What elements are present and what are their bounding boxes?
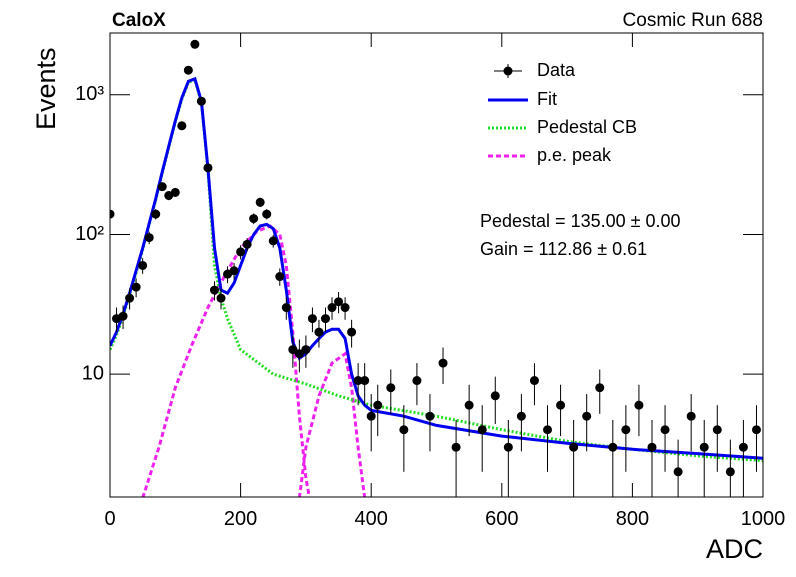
data-point bbox=[216, 293, 226, 303]
legend-label: Fit bbox=[537, 89, 557, 109]
y-tick-label: 10 bbox=[82, 362, 104, 384]
data-point bbox=[699, 442, 709, 452]
data-point bbox=[320, 314, 330, 324]
data-point bbox=[151, 209, 161, 219]
data-point bbox=[353, 376, 363, 386]
data-point bbox=[425, 411, 435, 421]
annotation: Pedestal = 135.00 ± 0.00 bbox=[480, 211, 681, 231]
data-point bbox=[647, 442, 657, 452]
data-point bbox=[196, 96, 206, 106]
plot-area bbox=[110, 39, 763, 497]
data-point bbox=[582, 411, 592, 421]
data-point bbox=[281, 303, 291, 313]
data-point bbox=[144, 233, 154, 243]
x-axis-label: ADC bbox=[706, 534, 763, 564]
legend-label: p.e. peak bbox=[537, 145, 612, 165]
data-point bbox=[608, 442, 618, 452]
x-tick-label: 800 bbox=[616, 508, 649, 530]
data-point bbox=[516, 411, 526, 421]
data-point bbox=[451, 442, 461, 452]
data-point bbox=[399, 425, 409, 435]
data-point bbox=[177, 121, 187, 131]
data-point bbox=[209, 285, 219, 295]
data-point bbox=[347, 327, 357, 337]
x-tick-label: 200 bbox=[224, 508, 257, 530]
data-point bbox=[242, 239, 252, 249]
data-point bbox=[673, 467, 683, 477]
data-point bbox=[190, 39, 200, 49]
data-point bbox=[203, 163, 213, 173]
y-tick-label: 10³ bbox=[75, 83, 104, 105]
data-point bbox=[183, 65, 193, 75]
data-point bbox=[556, 400, 566, 410]
legend: Data Fit Pedestal CB p.e. peak bbox=[488, 60, 637, 165]
data-point bbox=[366, 411, 376, 421]
legend-label: Pedestal CB bbox=[537, 117, 637, 137]
legend-label: Data bbox=[537, 60, 576, 80]
fit-curve bbox=[110, 76, 763, 460]
data-point bbox=[412, 376, 422, 386]
data-point bbox=[118, 311, 128, 321]
chart-subtitle: Cosmic Run 688 bbox=[623, 10, 763, 31]
data-point bbox=[125, 293, 135, 303]
data-point bbox=[634, 400, 644, 410]
data-point bbox=[660, 425, 670, 435]
annotation: Gain = 112.86 ± 0.61 bbox=[480, 239, 647, 259]
data-point bbox=[477, 425, 487, 435]
data-point bbox=[360, 376, 370, 386]
data-point bbox=[569, 442, 579, 452]
data-point bbox=[170, 187, 180, 197]
data-point bbox=[268, 236, 278, 246]
data-point bbox=[314, 327, 324, 337]
data-point bbox=[621, 425, 631, 435]
frame bbox=[109, 32, 764, 498]
data-point bbox=[595, 383, 605, 393]
data-point bbox=[307, 314, 317, 324]
data-point bbox=[255, 197, 265, 207]
x-tick-label: 1000 bbox=[741, 508, 786, 530]
data-point bbox=[373, 400, 383, 410]
data-point bbox=[294, 349, 304, 359]
data-point bbox=[327, 303, 337, 313]
data-point bbox=[275, 272, 285, 282]
y-tick-label: 10² bbox=[75, 223, 104, 245]
x-tick-label: 0 bbox=[104, 508, 115, 530]
legend-swatch bbox=[503, 66, 513, 76]
data-point bbox=[751, 425, 761, 435]
data-point bbox=[438, 358, 448, 368]
data-point bbox=[529, 376, 539, 386]
data-point bbox=[543, 425, 553, 435]
x-tick-label: 600 bbox=[485, 508, 518, 530]
data-point bbox=[131, 282, 141, 292]
data-point bbox=[110, 209, 115, 219]
data-point bbox=[301, 345, 311, 355]
data-point bbox=[490, 391, 500, 401]
data-point bbox=[503, 442, 513, 452]
data-point bbox=[712, 425, 722, 435]
data-point bbox=[157, 182, 167, 192]
data-point bbox=[229, 266, 239, 276]
data-point bbox=[386, 383, 396, 393]
data-point bbox=[138, 260, 148, 270]
data-point bbox=[249, 214, 259, 224]
data-point bbox=[686, 411, 696, 421]
data-point bbox=[236, 247, 246, 257]
data-point bbox=[340, 303, 350, 313]
x-tick-label: 400 bbox=[355, 508, 388, 530]
data-point bbox=[262, 209, 272, 219]
data-point bbox=[725, 467, 735, 477]
y-axis-label: Events bbox=[31, 47, 61, 130]
data-point bbox=[334, 297, 344, 307]
data-point bbox=[464, 400, 474, 410]
chart-title: CaloX bbox=[112, 10, 166, 31]
data-point bbox=[288, 345, 298, 355]
data-point bbox=[738, 442, 748, 452]
